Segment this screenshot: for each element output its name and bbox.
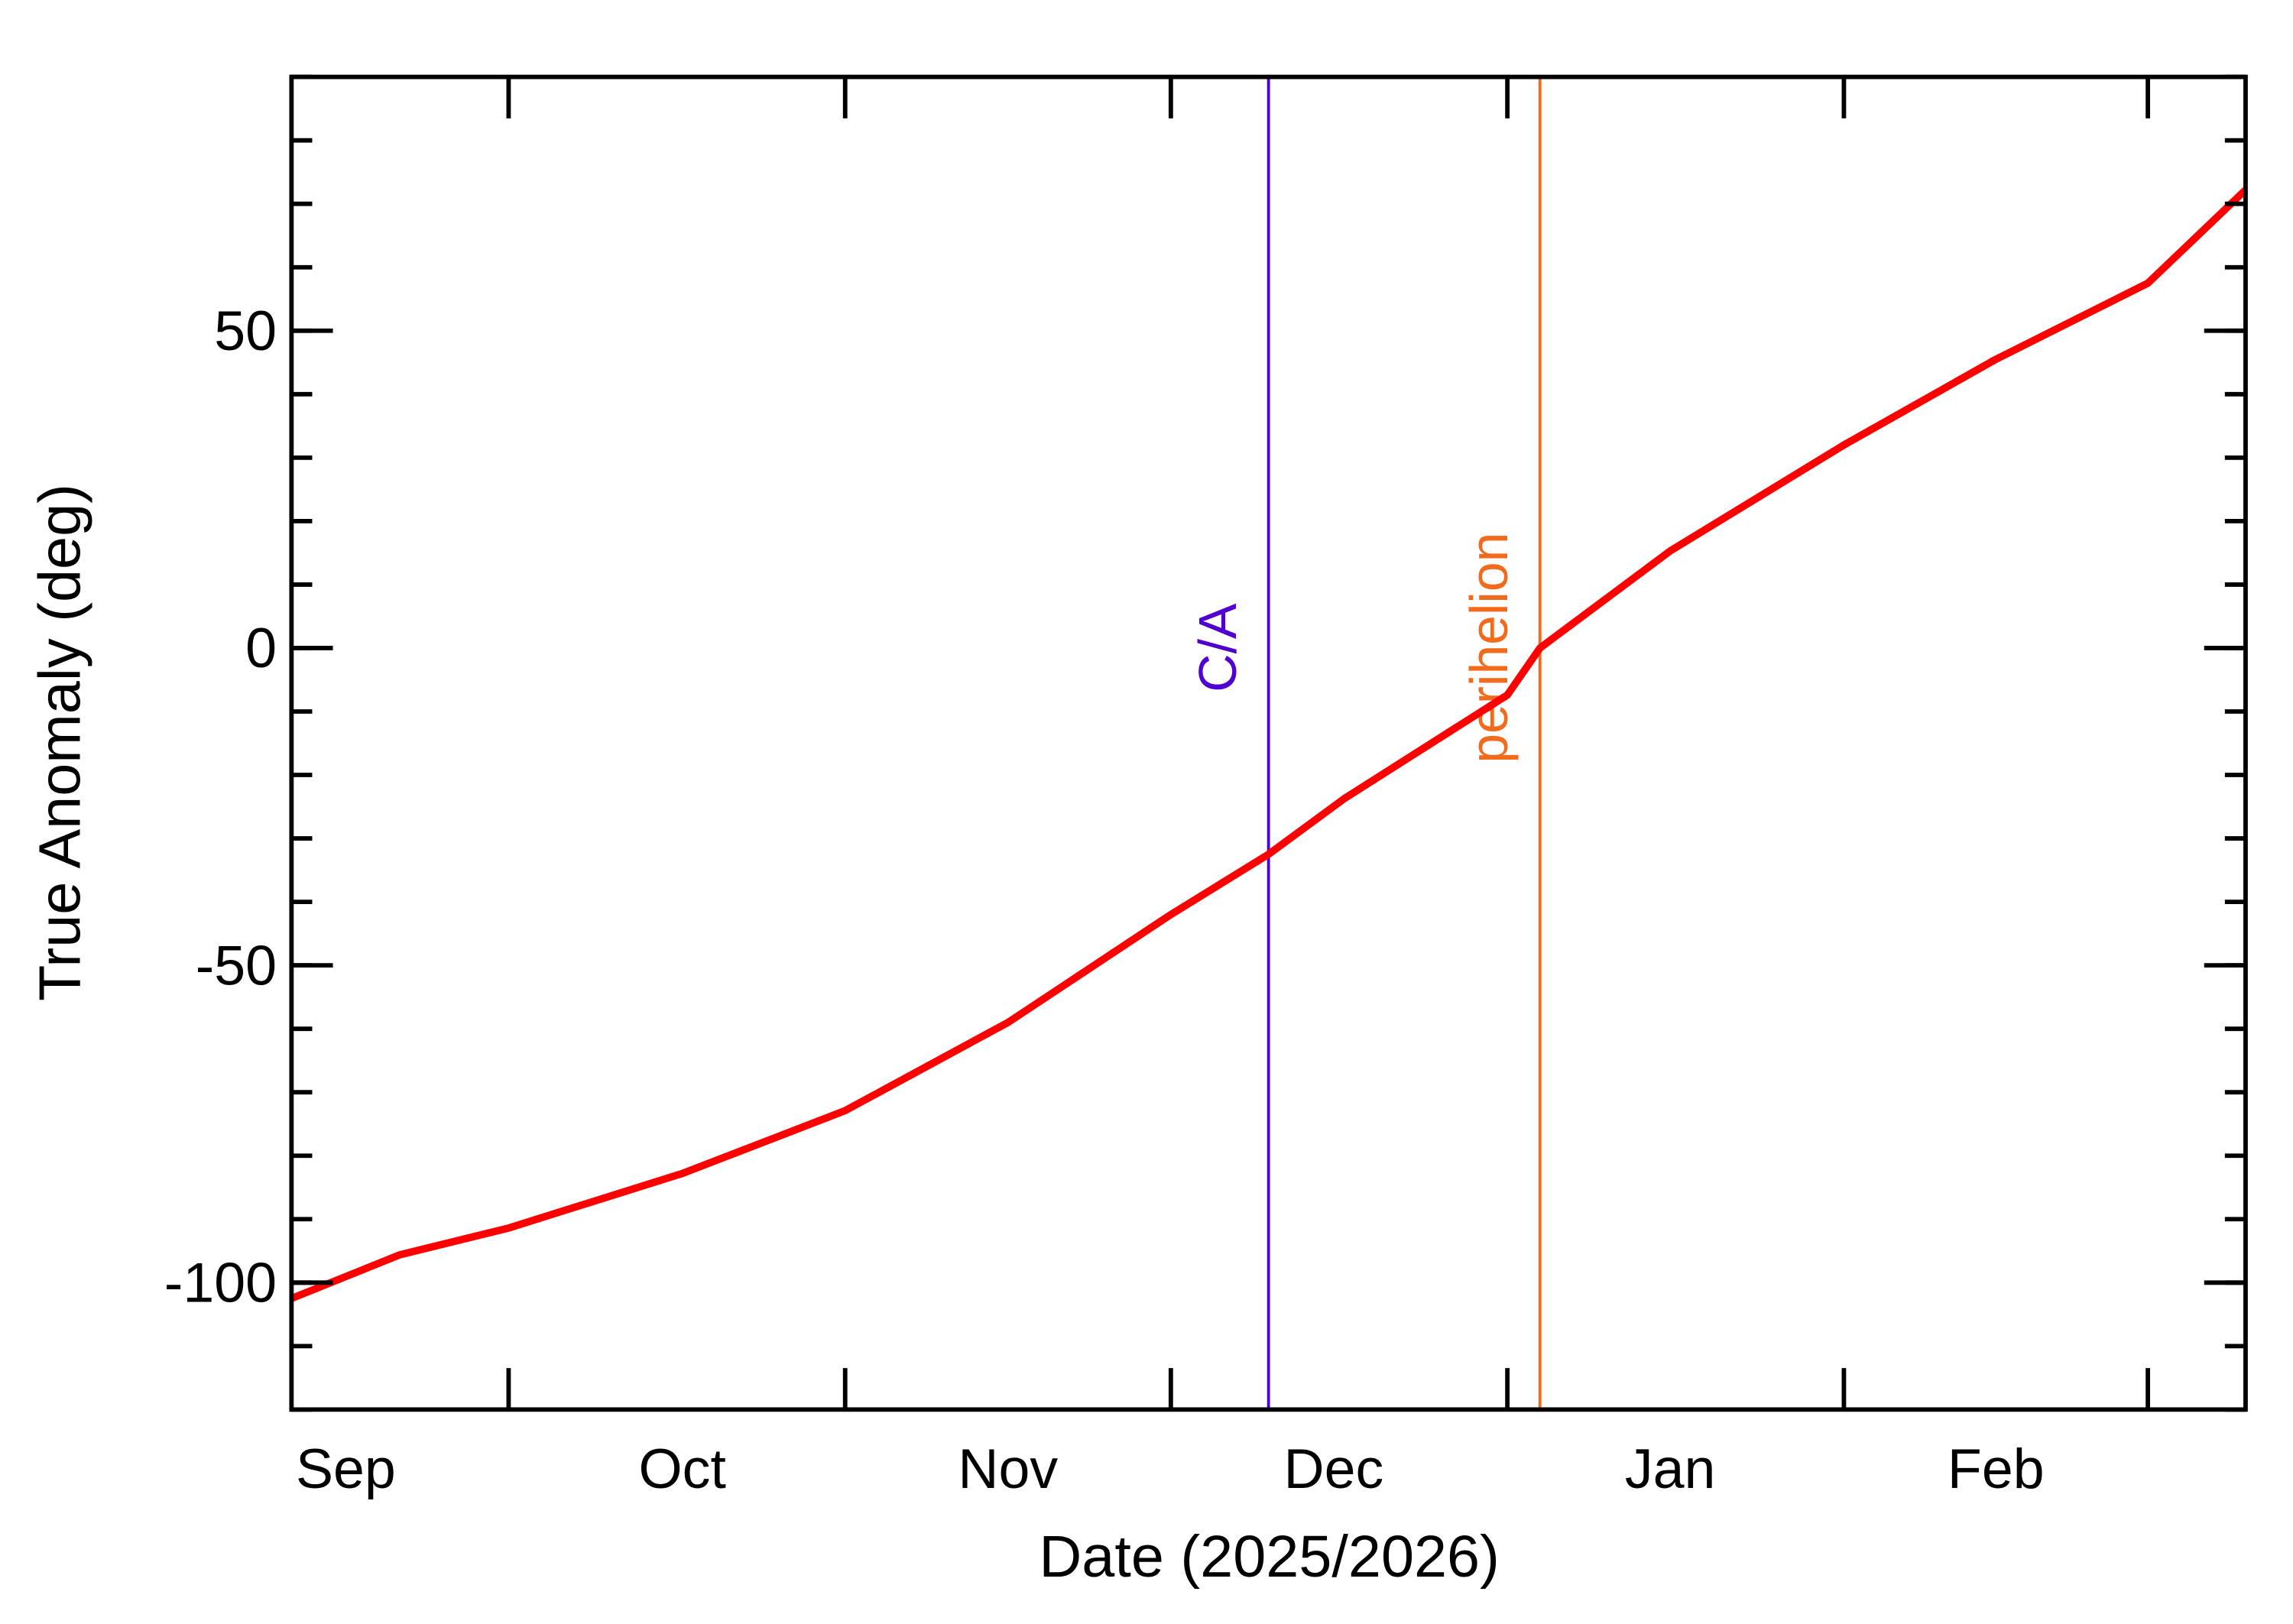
x-tick-label: Dec: [1284, 1437, 1384, 1500]
x-tick-label: Feb: [1948, 1437, 2045, 1500]
y-tick-label: 50: [214, 299, 277, 362]
plot-frame: [289, 74, 2248, 1412]
x-tick-label: Jan: [1625, 1437, 1716, 1500]
annotation-label: perihelion: [1459, 533, 1519, 763]
x-tick-label: Oct: [638, 1437, 725, 1500]
data-line: [290, 186, 2249, 1302]
y-tick-label: -50: [196, 933, 277, 997]
y-tick-label: 0: [245, 616, 277, 679]
x-tick-label: Nov: [958, 1437, 1058, 1500]
y-tick-label: -100: [164, 1250, 277, 1314]
x-tick-label: Sep: [296, 1437, 396, 1500]
y-axis-title: True Anomaly (deg): [28, 484, 93, 1001]
x-axis-title: Date (2025/2026): [1039, 1524, 1499, 1590]
annotation-label: C/A: [1188, 603, 1247, 692]
